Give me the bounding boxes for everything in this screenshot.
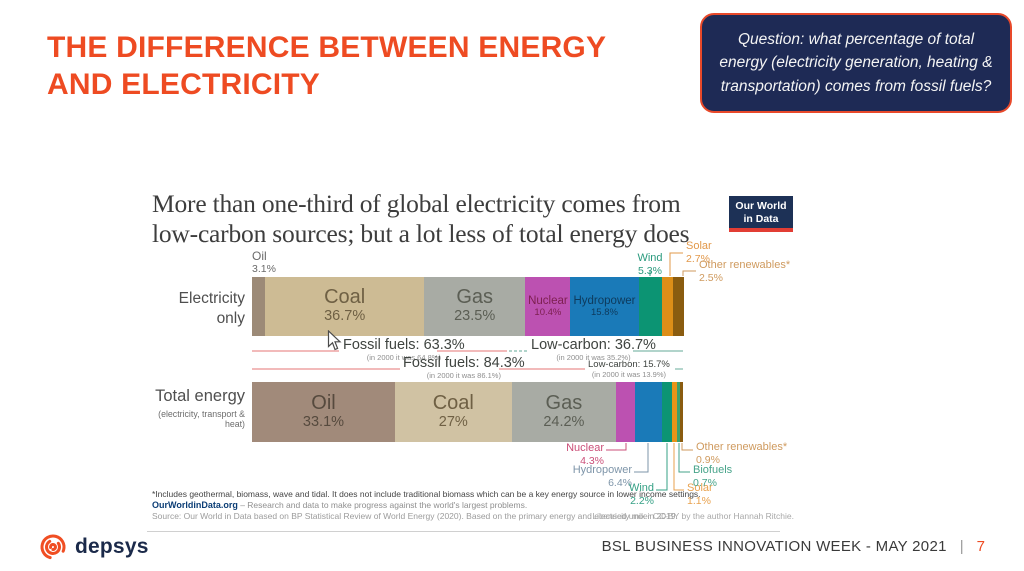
depsys-logo-icon [40, 534, 66, 560]
callout-hydropower-total: Hydropower 6.4% [572, 464, 632, 490]
segment-gas: Gas 23.5% [423, 277, 526, 336]
owid-chart: More than one-third of global electricit… [147, 185, 812, 535]
segment-coal: Coal 27% [394, 382, 512, 442]
callout-other-renewables-electricity: Other renewables* 2.5% [699, 259, 791, 285]
slide-title: THE DIFFERENCE BETWEEN ENERGY AND ELECTR… [47, 31, 606, 101]
question-box: Question: what percentage of total energ… [700, 13, 1012, 113]
owid-logo: Our World in Data [729, 196, 793, 233]
callout-other-renewables-total: Other renewables* 0.9% [696, 441, 788, 467]
segment-solar [661, 277, 674, 336]
callout-wind-electricity: Wind 5.3% [637, 252, 663, 278]
bracket-lowcarbon-electricity: Low-carbon: 36.7% (in 2000 it was 35.2%) [531, 337, 656, 362]
segment-other-renewables [673, 277, 684, 336]
depsys-logo-text: depsys [75, 535, 149, 558]
callout-biofuels-total: Biofuels 0.7% [693, 464, 733, 490]
bracket-fossil-total: Fossil fuels: 84.3% (in 2000 it was 86.1… [403, 355, 525, 380]
footer-divider [147, 531, 780, 532]
callout-nuclear-total: Nuclear 4.3% [566, 442, 604, 468]
segment-other-renewables [679, 382, 684, 442]
chart-title-line1: More than one-third of global electricit… [152, 189, 681, 218]
chart-source: Source: Our World in Data based on BP St… [152, 511, 678, 521]
callout-solar-total: Solar 1.1% [687, 482, 713, 508]
segment-oil [252, 277, 266, 336]
chart-license: Licensed under CC-BY by the author Hanna… [592, 511, 794, 521]
segment-hydropower [634, 382, 663, 442]
footer-info: BSL BUSINESS INNOVATION WEEK - MAY 2021 … [602, 538, 985, 555]
depsys-logo: depsys [38, 532, 149, 562]
row-label-electricity: Electricity only [178, 290, 245, 327]
segment-wind [662, 382, 672, 442]
segment-oil: Oil 33.1% [252, 382, 395, 442]
segment-hydropower: Hydropower 15.8% [570, 277, 639, 336]
page-number: 7 [976, 538, 985, 555]
segment-nuclear [616, 382, 635, 442]
segment-wind [638, 277, 662, 336]
chart-footnote: *Includes geothermal, biomass, wave and … [152, 489, 701, 499]
chart-title-line2: low-carbon sources; but a lot less of to… [152, 218, 690, 248]
question-text: Question: what percentage of total energ… [719, 31, 993, 95]
segment-solar [671, 382, 677, 442]
footer-event-title: BSL BUSINESS INNOVATION WEEK - MAY 2021 [601, 538, 947, 555]
owid-logo-line1: Our World [735, 200, 787, 212]
segment-gas: Gas 24.2% [511, 382, 617, 442]
chart-credit: OurWorldinData.org – Research and data t… [152, 500, 528, 510]
mouse-cursor [327, 330, 342, 351]
owid-logo-line2: in Data [743, 212, 779, 225]
owid-link: OurWorldinData.org [152, 500, 238, 510]
bracket-lowcarbon-total: Low-carbon: 15.7% (in 2000 it was 13.9%) [588, 359, 670, 379]
segment-coal: Coal 36.7% [265, 277, 424, 336]
callout-wind-total: Wind 2.2% [628, 482, 654, 508]
segment-biofuels [676, 382, 680, 442]
bracket-fossil-electricity: Fossil fuels: 63.3% (in 2000 it was 64.8… [343, 337, 465, 362]
bar-electricity-only: Coal 36.7% Gas 23.5% Nuclear 10.4% Hydropower 1… [252, 277, 684, 336]
segment-nuclear: Nuclear 10.4% [525, 277, 571, 336]
bar-total-energy: Oil 33.1% Coal 27% Gas 24.2% [252, 382, 684, 442]
row-label-total-energy: Total energy (electricity, transport & h… [155, 387, 245, 429]
chart-title: More than one-third of global electricit… [152, 189, 690, 249]
callout-oil-electricity: Oil 3.1% [252, 249, 276, 276]
callout-solar-electricity: Solar 2.7% [686, 240, 712, 266]
footer-separator: | [959, 538, 964, 555]
